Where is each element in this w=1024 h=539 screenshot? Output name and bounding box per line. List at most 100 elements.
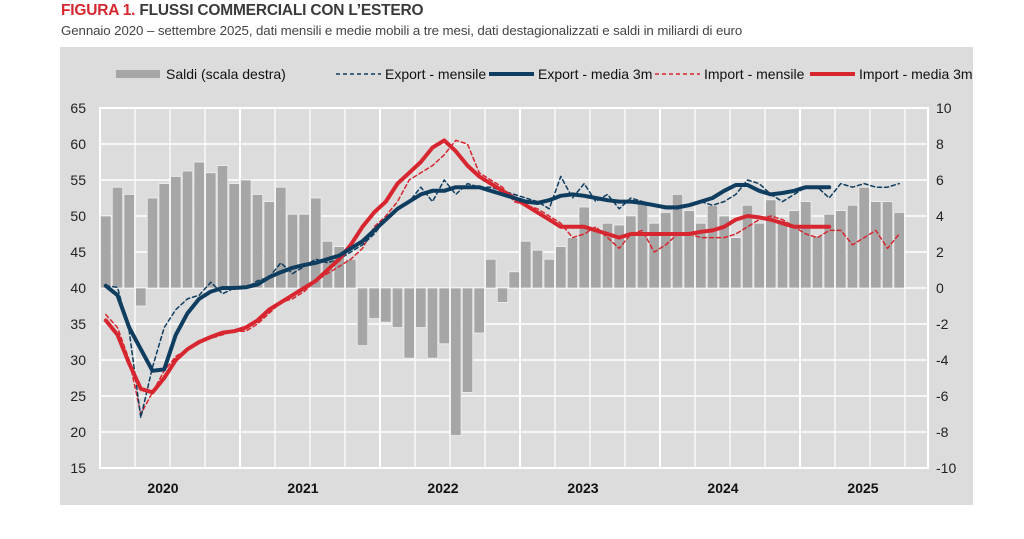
saldi-bar [811,235,824,289]
saldi-bar [636,201,649,289]
saldi-bar [181,170,194,289]
y-left-tick-label: 45 [70,244,86,260]
legend-bar-swatch [116,70,160,78]
x-tick-label: 2023 [567,480,598,496]
legend-item: Export - mensile [336,66,486,82]
saldi-bar [870,201,882,289]
legend-label: Import - mensile [704,66,805,82]
x-tick-label: 2024 [707,480,738,496]
y-right-tick-label: 4 [936,208,944,224]
chart-panel: 15 20 25 30 35 40 45 50 55 60 65 -10 -8 -6 -4 -2 0 2 4 6 8 1… [60,47,973,505]
legend-item: Export - media 3m [489,66,652,82]
y-left-tick-label: 20 [70,424,86,440]
saldi-bar [263,201,275,289]
saldi-bar [648,222,660,289]
saldi-bar [216,165,229,289]
figure-title: FIGURA 1. FLUSSI COMMERCIALI CON L’ESTER… [61,2,424,20]
x-tick-label: 2022 [427,480,458,496]
legend-label: Export - media 3m [538,66,652,82]
saldi-bar [893,211,905,289]
legend-label: Saldi (scala destra) [166,66,286,82]
figure-label: FIGURA 1. [61,2,136,19]
saldi-bar [426,287,439,359]
y-right-tick-label: 10 [936,100,952,116]
saldi-bar [695,222,707,289]
export-3m-line [103,183,832,373]
saldi-bar [193,161,205,289]
saldi-bar [835,210,847,289]
saldi-bar [706,204,719,289]
y-left-tick-label: 25 [70,388,86,404]
saldi-bar [625,215,637,289]
saldi-bar [135,287,147,307]
saldi-bar [508,271,520,289]
saldi-bar [240,179,252,289]
y-right-tick-label: -8 [936,424,949,440]
y-left-tick-label: 50 [70,208,86,224]
saldi-bar [391,287,404,328]
legend-item: Import - media 3m [810,66,973,82]
legend-label: Export - mensile [385,66,486,82]
y-left-tick-label: 30 [70,352,86,368]
x-tick-label: 2025 [847,480,878,496]
saldi-bar [718,215,730,289]
saldi-bar [531,249,544,289]
saldi-bar [671,193,684,289]
saldi-bar [380,287,392,323]
saldi-bar [788,210,800,289]
saldi-bar [776,222,789,289]
y-left-tick-label: 65 [70,100,86,116]
saldi-bar [601,222,614,289]
y-left-tick-label: 40 [70,280,86,296]
saldi-bar [146,197,159,289]
saldi-bar [823,213,835,289]
figure-subtitle: Gennaio 2020 – settembre 2025, dati mens… [61,23,743,38]
saldi-bar [345,258,357,289]
saldi-bar [543,258,555,289]
y-right-tick-label: -10 [936,460,956,476]
saldi-bar [415,287,427,328]
saldi-bar [403,287,415,359]
saldi-bar [730,237,742,289]
saldi-bar [485,258,497,289]
saldi-bar [566,237,579,289]
saldi-bar [660,211,672,289]
saldi-bar [555,246,567,289]
saldi-bar [846,204,859,289]
y-left-tick-label: 60 [70,136,86,152]
saldi-bar [123,193,135,289]
y-right-tick-label: 2 [936,244,944,260]
legend: Saldi (scala destra) Export - mensile Expo… [116,66,973,82]
saldi-bar [765,199,777,289]
legend-item: Import - mensile [655,66,805,82]
saldi-bar [205,172,217,289]
legend-item: Saldi (scala destra) [116,66,286,82]
x-axis: 2020 2021 2022 2023 2024 2025 [147,480,878,496]
legend-label: Import - media 3m [859,66,973,82]
saldi-bar [368,287,380,320]
saldi-bar [356,287,369,346]
y-right-tick-label: 8 [936,136,944,152]
saldi-bar [438,287,450,345]
saldi-bar [310,197,322,289]
saldi-bar [881,201,894,289]
saldi-bar [753,222,765,289]
lines [103,138,900,419]
saldi-bar [613,224,625,289]
saldi-bar [228,183,240,289]
saldi-bar [251,193,264,289]
saldi-bar [800,201,812,289]
figure-title-text: FLUSSI COMMERCIALI CON L’ESTERO [139,2,424,19]
y-left-tick-label: 15 [70,460,86,476]
x-tick-label: 2021 [287,480,318,496]
bars-series [100,161,905,437]
saldi-bar [158,183,170,289]
y-left-tick-label: 35 [70,316,86,332]
y-axis-right: -10 -8 -6 -4 -2 0 2 4 6 8 10 [936,100,956,476]
y-right-tick-label: 0 [936,280,944,296]
y-left-tick-label: 55 [70,172,86,188]
saldi-bar [578,206,590,289]
y-right-tick-label: 6 [936,172,944,188]
saldi-bar [111,186,124,289]
y-right-tick-label: -2 [936,316,949,332]
